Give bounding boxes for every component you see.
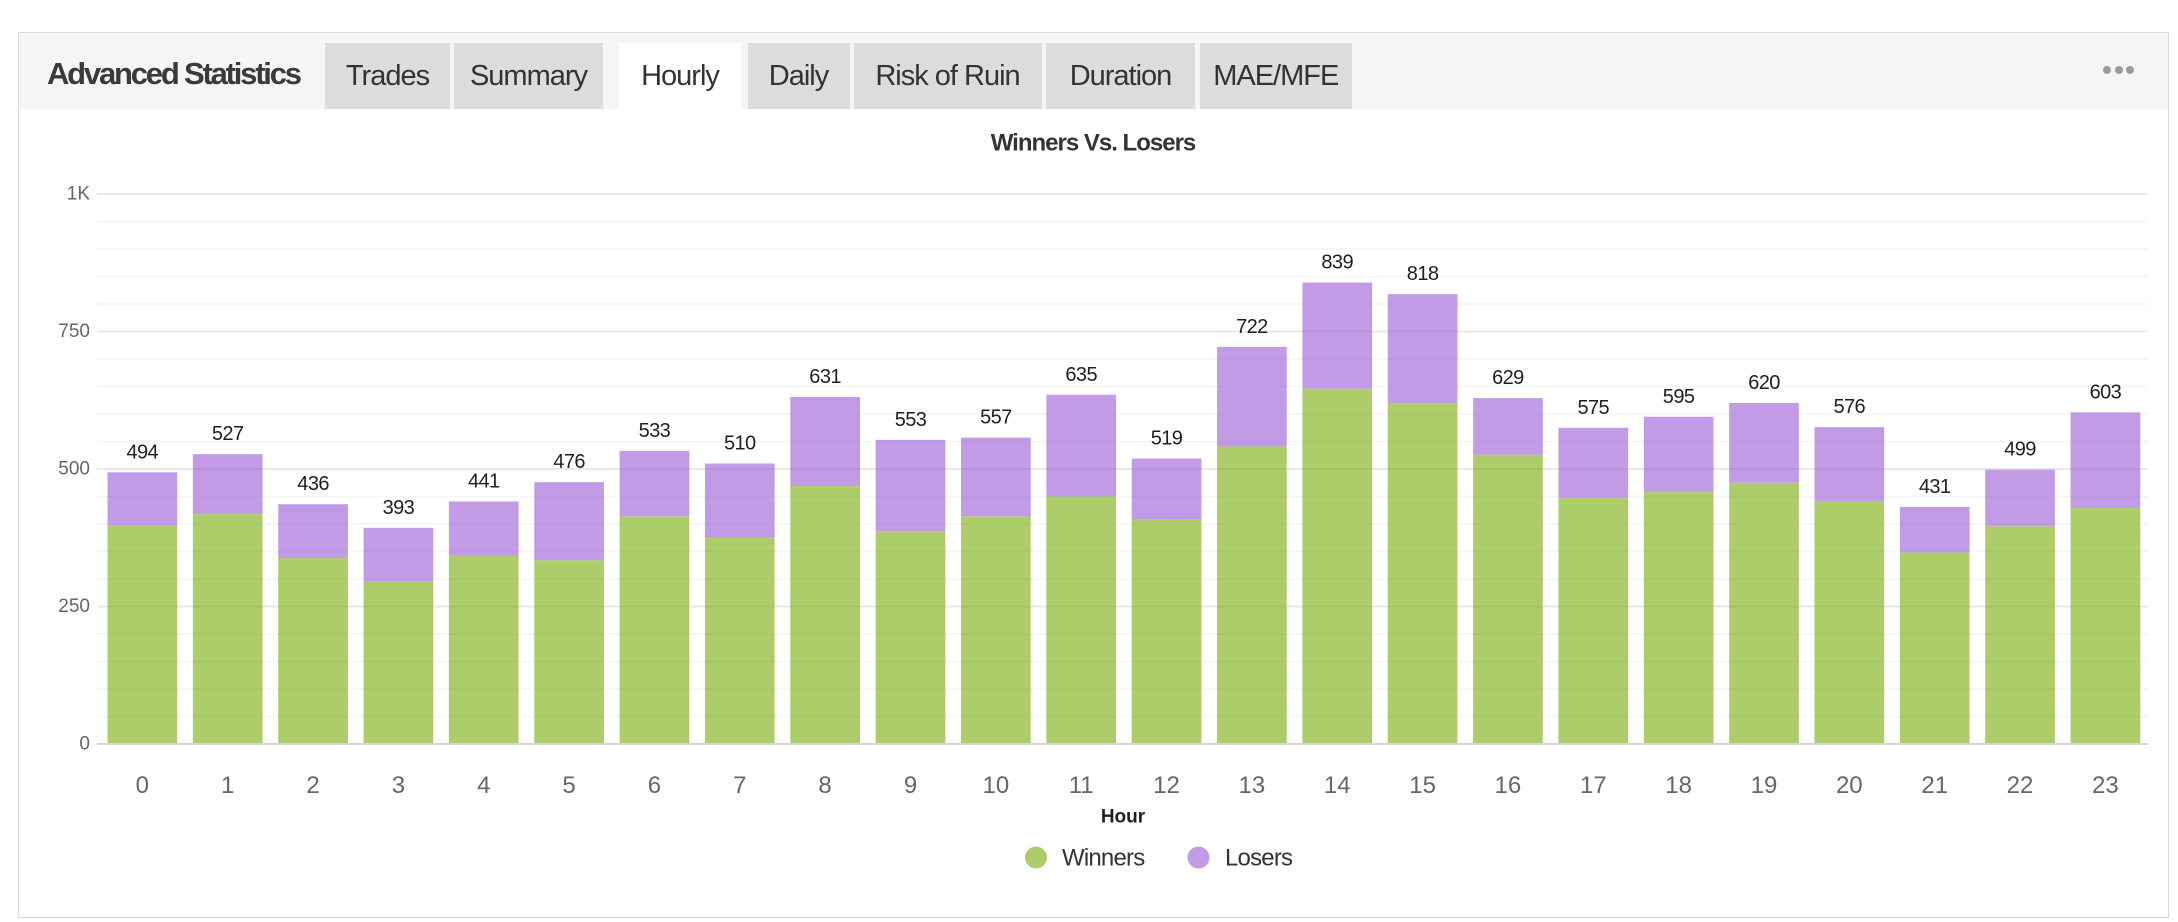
svg-text:11: 11 (1069, 772, 1094, 799)
svg-text:620: 620 (1748, 372, 1780, 394)
svg-text:8: 8 (818, 772, 831, 799)
svg-text:12: 12 (1153, 772, 1180, 799)
svg-text:527: 527 (212, 423, 244, 445)
svg-text:393: 393 (383, 497, 415, 519)
svg-text:629: 629 (1492, 367, 1524, 389)
svg-text:441: 441 (468, 470, 500, 492)
svg-text:7: 7 (733, 772, 746, 799)
svg-text:0: 0 (136, 772, 149, 799)
svg-text:553: 553 (895, 409, 927, 431)
svg-text:250: 250 (58, 596, 90, 617)
svg-text:1K: 1K (67, 184, 91, 205)
svg-text:2: 2 (306, 772, 319, 799)
svg-text:16: 16 (1495, 772, 1522, 799)
svg-text:Hour: Hour (1101, 807, 1146, 828)
svg-text:3: 3 (392, 772, 405, 799)
svg-text:14: 14 (1324, 772, 1351, 799)
svg-text:635: 635 (1065, 364, 1097, 386)
svg-text:436: 436 (297, 473, 329, 495)
svg-text:576: 576 (1834, 396, 1866, 418)
svg-text:Losers: Losers (1225, 845, 1293, 872)
svg-text:10: 10 (983, 772, 1010, 799)
svg-text:494: 494 (127, 441, 159, 463)
svg-text:4: 4 (477, 772, 490, 799)
svg-text:20: 20 (1836, 772, 1863, 799)
svg-text:595: 595 (1663, 386, 1695, 408)
svg-text:19: 19 (1751, 772, 1778, 799)
svg-text:15: 15 (1409, 772, 1436, 799)
svg-text:510: 510 (724, 433, 756, 455)
svg-text:499: 499 (2004, 439, 2036, 461)
svg-text:533: 533 (639, 420, 671, 442)
svg-text:18: 18 (1665, 772, 1692, 799)
svg-text:557: 557 (980, 407, 1012, 429)
svg-text:519: 519 (1151, 428, 1183, 450)
svg-text:Winners Vs. Losers: Winners Vs. Losers (991, 130, 1196, 157)
svg-text:5: 5 (562, 772, 575, 799)
svg-text:575: 575 (1578, 397, 1610, 419)
svg-text:17: 17 (1580, 772, 1607, 799)
svg-text:9: 9 (904, 772, 917, 799)
svg-text:476: 476 (553, 451, 585, 473)
svg-text:839: 839 (1321, 252, 1353, 274)
svg-text:603: 603 (2090, 381, 2122, 403)
svg-text:631: 631 (809, 366, 841, 388)
svg-text:1: 1 (221, 772, 234, 799)
svg-text:6: 6 (648, 772, 661, 799)
svg-text:23: 23 (2092, 772, 2119, 799)
svg-text:818: 818 (1407, 263, 1439, 285)
svg-text:0: 0 (79, 734, 90, 755)
svg-text:750: 750 (58, 321, 90, 342)
svg-text:21: 21 (1921, 772, 1948, 799)
svg-text:722: 722 (1236, 316, 1268, 338)
svg-text:22: 22 (2007, 772, 2034, 799)
svg-text:13: 13 (1239, 772, 1266, 799)
svg-text:Winners: Winners (1062, 845, 1145, 872)
svg-text:500: 500 (58, 459, 90, 480)
svg-text:431: 431 (1919, 476, 1951, 498)
